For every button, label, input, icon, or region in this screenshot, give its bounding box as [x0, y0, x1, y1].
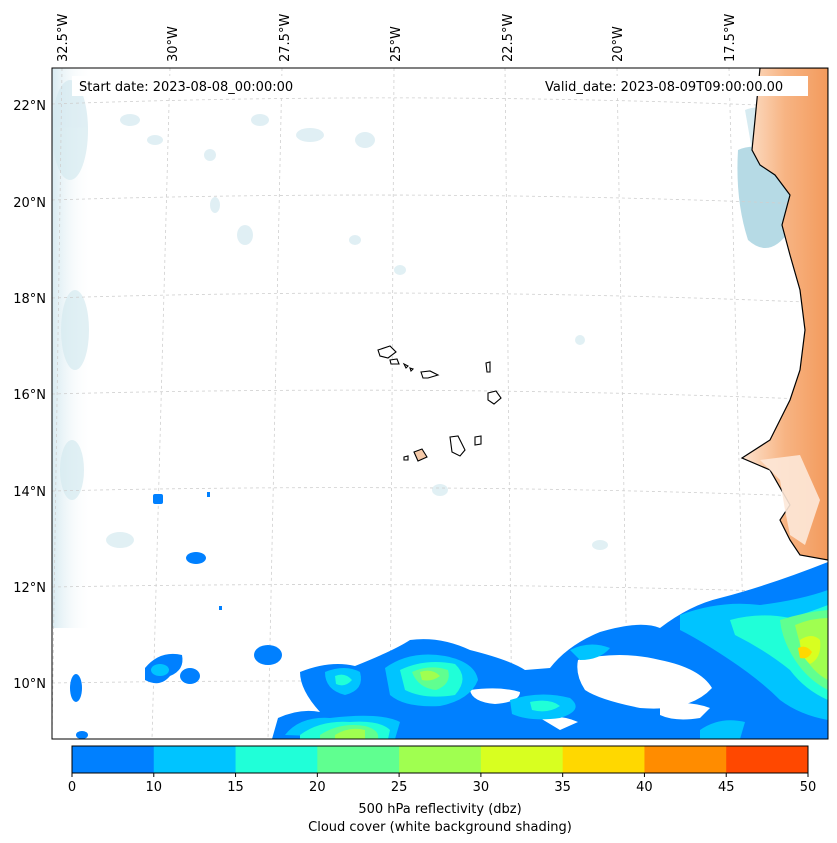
lon-label-22-5w: 22.5°W: [501, 14, 516, 62]
valid-date-box: [540, 76, 808, 96]
colorbar-cell-6: [562, 746, 645, 773]
lat-label-14n: 14°N: [13, 485, 46, 500]
colorbar-tick-label-6: 35: [554, 780, 571, 795]
cape-verde-islands: [377, 345, 502, 462]
lat-label-10n: 10°N: [13, 677, 46, 692]
start-date-box: [72, 76, 314, 96]
colorbar-tick-label-5: 30: [473, 780, 490, 795]
colorbar-cell-3: [317, 746, 400, 773]
lat-label-22n: 22°N: [13, 99, 46, 114]
colorbar-cell-0: [72, 746, 155, 773]
latitude-labels: 22°N 20°N 18°N 16°N 14°N 12°N 10°N: [13, 99, 46, 692]
map-border: [51, 67, 829, 740]
colorbar-tick-label-7: 40: [636, 780, 653, 795]
valid-date-label: Valid_date: 2023-08-09T09:00:00.00: [545, 80, 783, 95]
colorbar-tick-label-9: 50: [800, 780, 817, 795]
longitude-labels: 32.5°W 30°W 27.5°W 25°W 22.5°W 20°W 17.5…: [56, 14, 738, 62]
lat-label-18n: 18°N: [13, 292, 46, 307]
colorbar: 0 10 15 20 25 30 35 40 45 50 500 hPa reflectivity…: [68, 745, 817, 835]
lat-label-20n: 20°N: [13, 196, 46, 211]
reflectivity-field: [70, 492, 828, 739]
land-africa: [742, 68, 828, 560]
lon-label-30w: 30°W: [166, 26, 181, 62]
colorbar-tick-label-3: 20: [309, 780, 326, 795]
colorbar-tick-label-2: 15: [227, 780, 244, 795]
colorbar-tick-label-4: 25: [391, 780, 408, 795]
lon-label-17-5w: 17.5°W: [723, 14, 738, 62]
colorbar-label-line1: 500 hPa reflectivity (dbz): [358, 802, 521, 817]
lat-label-16n: 16°N: [13, 388, 46, 403]
colorbar-cell-4: [399, 746, 482, 773]
lon-label-32-5w: 32.5°W: [56, 14, 71, 62]
colorbar-tick-label-8: 45: [718, 780, 735, 795]
coastline-africa: [740, 68, 828, 561]
colorbar-tick-label-0: 0: [68, 780, 76, 795]
lon-label-20w: 20°W: [611, 26, 626, 62]
colorbar-tick-label-1: 10: [146, 780, 163, 795]
colorbar-cell-2: [235, 746, 318, 773]
lon-label-25w: 25°W: [389, 26, 404, 62]
colorbar-cell-8: [726, 746, 809, 773]
lat-label-12n: 12°N: [13, 581, 46, 596]
lon-label-27-5w: 27.5°W: [278, 14, 293, 62]
colorbar-cell-5: [480, 746, 564, 773]
colorbar-cell-1: [153, 746, 237, 773]
colorbar-cell-7: [644, 746, 727, 773]
start-date-label: Start date: 2023-08-08_00:00:00: [79, 80, 293, 95]
cloud-patches: [52, 80, 608, 550]
colorbar-label-line2: Cloud cover (white background shading): [308, 820, 572, 835]
colorbar-border: [71, 745, 809, 774]
